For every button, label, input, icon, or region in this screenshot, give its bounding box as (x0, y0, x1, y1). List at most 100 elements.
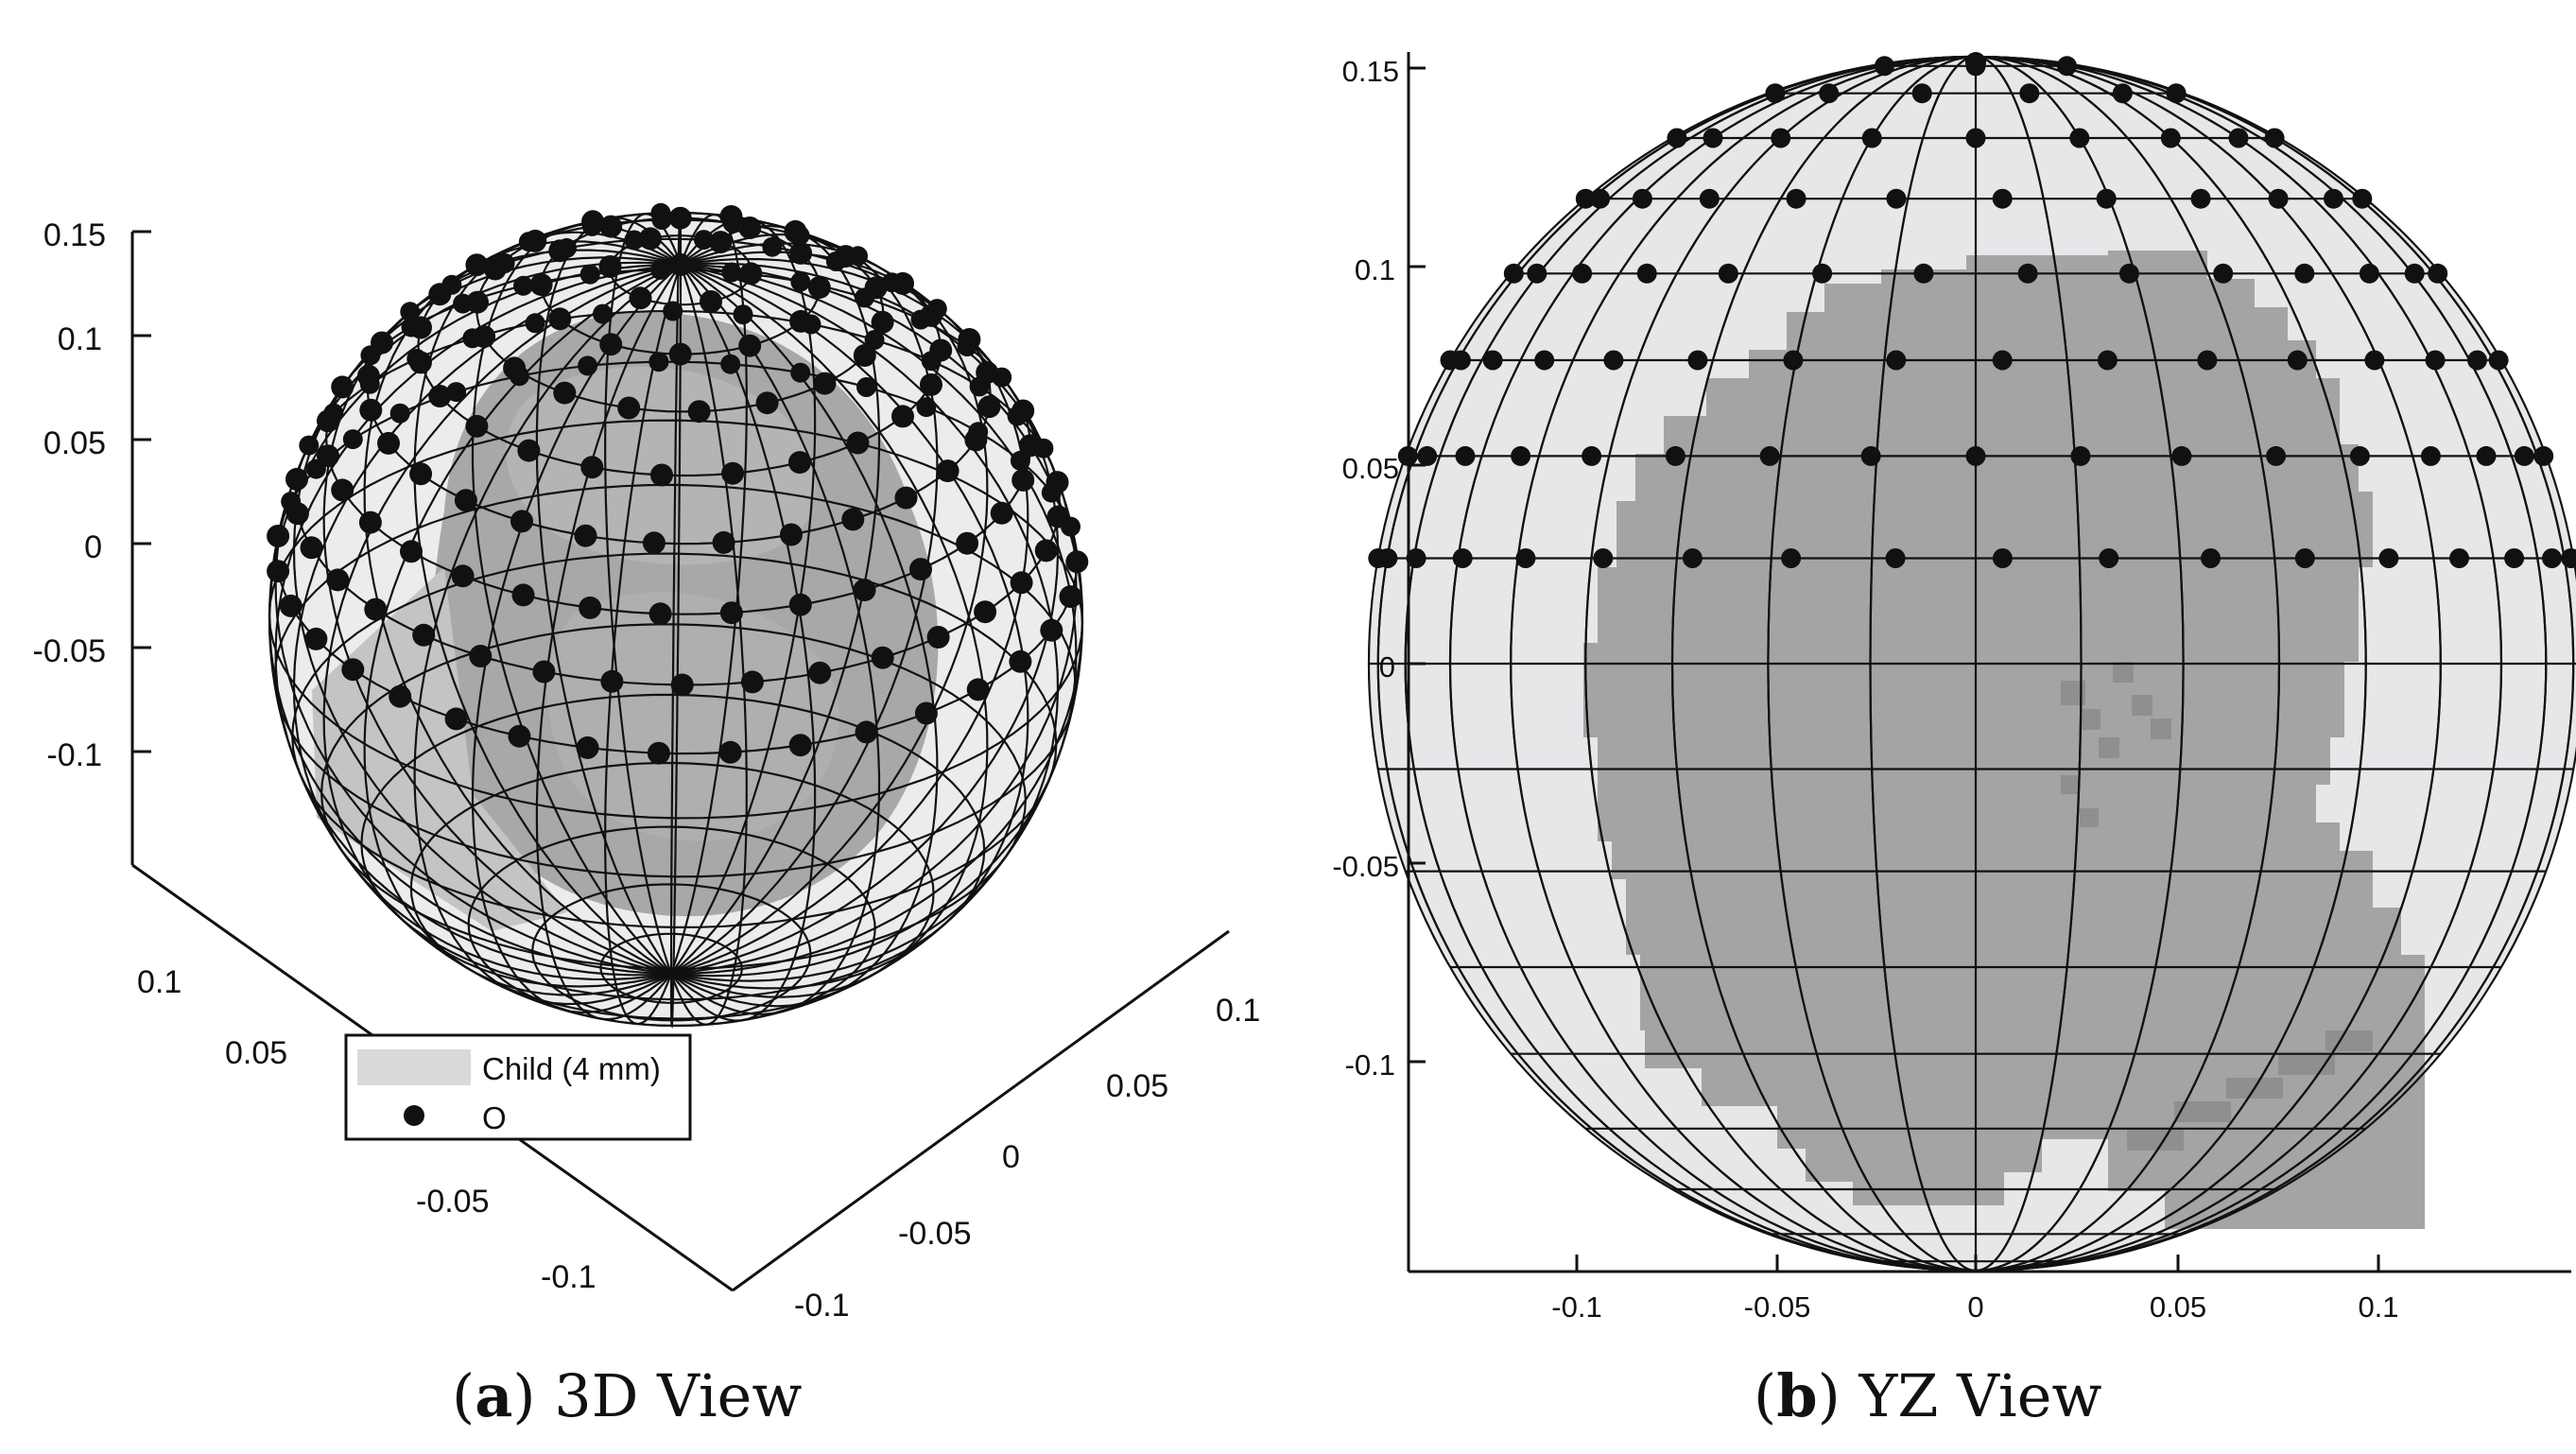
electrode-dot (1011, 468, 1035, 492)
electrode-dot (1454, 549, 1472, 567)
caption-a: (a) 3D View (452, 1361, 803, 1430)
legend-label-o: O (482, 1100, 507, 1135)
electrode-dot (285, 467, 308, 491)
electrode-dot (518, 232, 539, 252)
electrode-dot (1876, 57, 1893, 75)
electrode-dot (916, 397, 937, 418)
x-tick-label: 0.1 (1216, 993, 1260, 1029)
electrode-dot (2406, 265, 2424, 283)
electrode-dot (2168, 84, 2186, 102)
electrode-dot (581, 216, 602, 236)
electrode-dot (825, 251, 846, 271)
electrode-dot (2162, 130, 2180, 147)
x-tick-label: -0.05 (1744, 1290, 1811, 1324)
y-tick-label: -0.1 (1345, 1048, 1395, 1082)
electrode-dot (600, 669, 624, 693)
electrode-dot (1594, 549, 1612, 567)
electrode-dot (957, 337, 977, 356)
electrode-dot (2100, 549, 2118, 567)
electrode-dot (1007, 406, 1028, 426)
electrode-dot (2379, 549, 2397, 567)
z-tick-label: 0.05 (43, 425, 106, 461)
electrode-dot (882, 272, 902, 293)
axis-tick-marks (1409, 66, 2380, 1272)
electrode-dot (721, 461, 745, 485)
electrode-dot (453, 293, 474, 314)
electrode-dot (1720, 265, 1738, 283)
meridian-line (604, 213, 683, 975)
x-tick-label: 0.1 (2358, 1290, 2398, 1324)
electrode-dot (808, 661, 832, 684)
electrode-dot (304, 627, 328, 650)
legend: Child (4 mm) O (344, 1033, 692, 1141)
electrode-dot (1573, 265, 1591, 283)
meridian-line (670, 242, 989, 976)
electrode-dot (267, 525, 290, 547)
electrode-dot (956, 531, 979, 555)
electrode-dot (1408, 549, 1426, 567)
electrode-dot (790, 362, 811, 383)
electrode-dot (1061, 516, 1081, 537)
electrode-dot (864, 330, 885, 350)
electrodes-3d (267, 202, 1089, 765)
meridian-line (413, 264, 682, 1006)
electrode-dot (2422, 447, 2440, 465)
electrode-dot (1994, 190, 2012, 208)
x-tick-label: 0.05 (2150, 1290, 2206, 1324)
electrode-dot (813, 372, 837, 395)
electrode-dot (1634, 190, 1651, 208)
electrode-dot (788, 451, 811, 475)
electrode-dot (2266, 130, 2284, 147)
electrode-dot (2192, 190, 2209, 208)
y-tick-label: -0.05 (416, 1184, 490, 1220)
caption-letter: a (475, 1361, 513, 1430)
electrode-dot (299, 435, 320, 456)
electrode-dot (305, 459, 326, 479)
electrode-dot (331, 375, 354, 399)
z-tick-label: -0.1 (46, 737, 102, 773)
electrode-dot (2490, 352, 2508, 369)
electrode-dot (401, 317, 422, 338)
electrode-dot (663, 301, 683, 321)
electrode-dot (553, 381, 577, 405)
electrode-dot (788, 734, 812, 757)
electrode-dot (1684, 549, 1702, 567)
electrode-dot (279, 594, 303, 617)
electrode-dot (624, 230, 645, 251)
axis-tick-marks (132, 230, 151, 753)
electrode-dot (513, 275, 533, 296)
electrode-dot (855, 720, 878, 744)
electrode-dot (509, 366, 529, 387)
electrode-dot (1782, 549, 1800, 567)
electrode-dot (1784, 352, 1802, 369)
electrode-dot (1914, 265, 1932, 283)
electrode-dot (359, 398, 383, 422)
electrode-dot (638, 227, 662, 251)
x-tick-label: -0.1 (1551, 1290, 1601, 1324)
electrode-dot (807, 276, 831, 300)
electrode-dot (2427, 352, 2445, 369)
electrode-dot (738, 334, 762, 357)
electrode-dot (579, 264, 600, 285)
electrode-dot (841, 508, 865, 531)
electrode-dot (2429, 265, 2446, 283)
electrode-dot (599, 215, 623, 238)
electrode-dot (2296, 549, 2314, 567)
electrode-dot (576, 736, 599, 759)
electrode-dot (469, 645, 493, 667)
electrode-dot (2120, 265, 2138, 283)
electrode-dot (580, 456, 604, 479)
electrode-dot (389, 403, 410, 424)
electrode-dot (525, 313, 545, 334)
electrode-dot (1418, 447, 1436, 465)
electrode-dot (400, 540, 423, 563)
electrode-dot (342, 429, 363, 450)
electrode-dot (738, 216, 762, 239)
meridian-line (322, 263, 682, 988)
electrode-dot (1516, 549, 1534, 567)
z-tick-label: 0 (84, 529, 102, 565)
electrode-dot (1688, 352, 1706, 369)
electrode-dot (511, 583, 535, 607)
electrode-dot (1604, 352, 1622, 369)
electrode-dot (267, 560, 290, 583)
